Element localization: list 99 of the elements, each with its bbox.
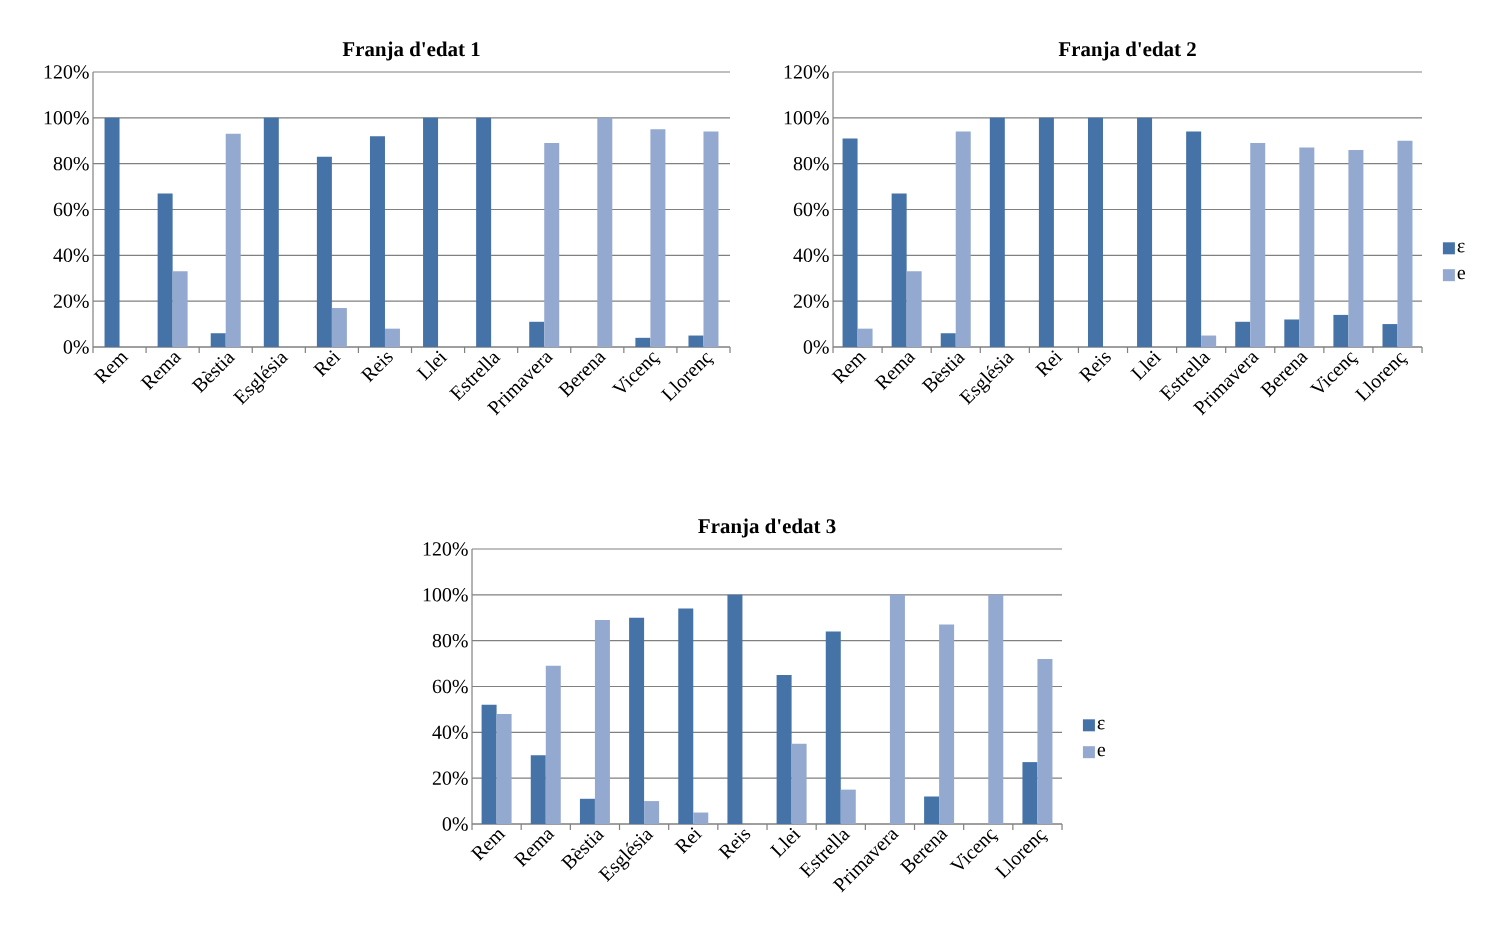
y-tick-label: 20% — [53, 294, 89, 308]
bar — [157, 193, 173, 347]
bar — [172, 271, 188, 347]
bar — [825, 631, 841, 824]
y-tick-label: 80% — [53, 156, 89, 171]
x-tick-label: Rem — [93, 353, 129, 385]
y-tick-label: 20% — [793, 294, 829, 308]
y-tick-label: 20% — [432, 771, 468, 785]
y-tick-label: 0% — [442, 817, 468, 831]
bar — [840, 789, 856, 824]
bar — [1382, 324, 1398, 347]
bar — [635, 337, 651, 347]
y-tick-label: 100% — [423, 588, 468, 602]
legend-label: ε — [1097, 719, 1105, 730]
bar — [1333, 314, 1349, 347]
chart-title: Franja d'edat 3 — [698, 518, 836, 538]
bar — [496, 714, 512, 824]
x-tick-label: Reis — [360, 352, 393, 383]
bar — [1348, 149, 1364, 347]
bar — [940, 333, 956, 347]
legend-label: e — [1457, 269, 1466, 280]
legend-label: ε — [1457, 242, 1465, 253]
bar — [225, 133, 241, 347]
bar — [891, 193, 907, 347]
bar — [544, 143, 560, 347]
bar — [650, 129, 666, 347]
bar — [1235, 321, 1251, 347]
bar — [678, 608, 694, 824]
bar — [644, 801, 660, 824]
chart-title: Franja d'edat 1 — [342, 41, 480, 61]
bar — [210, 333, 226, 347]
bar — [1299, 147, 1315, 347]
chart-title: Franja d'edat 2 — [1058, 41, 1196, 61]
bar — [988, 594, 1004, 824]
y-tick-label: 80% — [793, 156, 829, 171]
y-tick-label: 120% — [784, 65, 829, 79]
y-tick-label: 40% — [53, 248, 89, 263]
bar — [1397, 140, 1413, 347]
bar — [316, 156, 332, 347]
bar — [889, 594, 905, 824]
y-tick-label: 60% — [793, 202, 829, 217]
bar — [597, 117, 613, 347]
bar — [776, 675, 792, 824]
bar — [703, 131, 719, 347]
x-tick-label: Llei — [416, 350, 448, 381]
bar — [1038, 117, 1054, 347]
bar — [688, 335, 704, 347]
y-tick-label: 0% — [63, 340, 89, 354]
y-tick-label: 100% — [784, 111, 829, 125]
y-tick-label: 0% — [803, 340, 829, 354]
bar — [104, 117, 120, 347]
bar — [545, 665, 561, 824]
bar — [693, 812, 709, 824]
x-tick-label: Rem — [470, 830, 506, 862]
x-tick-label: Rei — [312, 350, 341, 378]
bar — [263, 117, 279, 347]
bar — [1284, 319, 1300, 347]
bar — [423, 117, 439, 347]
bar — [629, 617, 645, 824]
y-tick-label: 60% — [53, 202, 89, 217]
x-tick-label: Rei — [674, 827, 703, 855]
bar — [955, 131, 971, 347]
bar — [989, 117, 1005, 347]
bar — [791, 743, 807, 824]
y-tick-label: 120% — [423, 542, 468, 556]
bar — [579, 798, 595, 824]
legend-label: e — [1097, 746, 1106, 757]
bar — [842, 138, 858, 347]
bar — [924, 796, 940, 824]
bar — [906, 271, 922, 347]
bar — [530, 755, 546, 824]
bar — [331, 308, 347, 347]
bar — [384, 328, 400, 347]
y-tick-label: 40% — [793, 248, 829, 263]
y-tick-label: 80% — [432, 633, 468, 648]
y-tick-label: 120% — [44, 65, 89, 79]
bar — [1250, 143, 1266, 347]
x-tick-label: Reis — [1078, 352, 1111, 383]
bar — [1186, 131, 1202, 347]
bar — [857, 328, 873, 347]
bar — [727, 594, 743, 824]
bar — [594, 620, 610, 824]
bar — [939, 624, 955, 824]
bar — [1037, 659, 1053, 824]
bar — [481, 704, 497, 824]
bar — [476, 117, 492, 347]
y-tick-label: 100% — [44, 111, 89, 125]
bar — [369, 136, 385, 347]
y-tick-label: 60% — [432, 679, 468, 694]
x-tick-label: Rei — [1034, 350, 1063, 378]
bar — [1137, 117, 1153, 347]
bar — [1022, 762, 1038, 824]
x-tick-label: Reis — [717, 829, 751, 860]
bar — [529, 321, 545, 347]
y-tick-label: 40% — [432, 725, 468, 740]
bar — [1201, 335, 1217, 347]
x-tick-label: Llei — [769, 827, 802, 858]
bar — [1087, 117, 1103, 347]
x-tick-label: Rem — [831, 353, 867, 385]
